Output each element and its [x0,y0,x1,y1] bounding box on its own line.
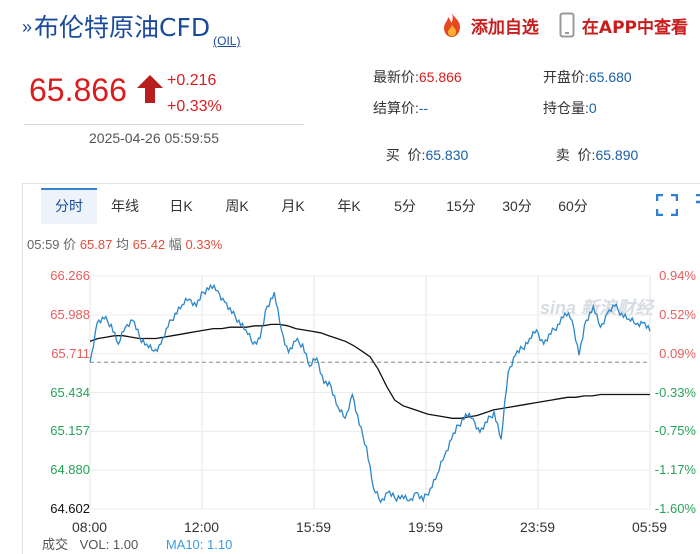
tab-year-line[interactable]: 年线 [111,198,139,214]
average-price-line [89,323,650,419]
quote-timestamp: 2025-04-26 05:59:55 [89,130,219,146]
latest-price-value: 65.866 [418,69,462,85]
crosshair-legend: 05:59 价 65.87 均 65.42 幅 0.33% [27,234,222,253]
volume-row: 成交 VOL: 1.00 MA10: 1.10 [42,534,232,553]
latest-price-label: 最新价: [373,69,419,85]
page-title: 布伦特原油CFD [34,13,211,42]
legend-time: 05:59 [27,237,60,252]
legend-price-label: 价 [63,237,77,252]
phone-icon [559,12,575,38]
tab-weekly-k[interactable]: 周K [225,198,249,214]
x-axis-tick-label: 19:59 [408,519,444,535]
y-axis-tick-label: 65.157 [50,423,90,439]
add-favorite-label: 添加自选 [470,17,539,38]
y-axis-tick-label: 66.266 [50,268,90,283]
latest-price-field: 最新价:65.866 [373,67,462,87]
tab-yearly-k[interactable]: 年K [337,198,361,214]
y-axis-tick-label: 64.602 [50,501,90,516]
y-axis-tick-label: 64.880 [50,462,90,478]
ask-price-field: 卖 价:65.890 [548,129,639,165]
x-axis-tick-label: 05:59 [632,519,668,535]
open-interest-label: 持仓量: [543,100,589,116]
price-change-percent: +0.33% [167,98,222,115]
x-axis-tick-label: 12:00 [184,519,220,535]
pct-axis-tick-label: 0.94% [659,268,696,283]
settings-edge-icon[interactable] [695,194,700,216]
tab-daily-k[interactable]: 日K [169,198,193,214]
open-price-field: 开盘价:65.680 [543,67,632,87]
open-interest-value: 0 [588,100,597,116]
x-axis-tick-label: 23:59 [520,519,556,535]
legend-amp-label: 幅 [168,237,182,252]
bid-price-label: 买 价: [385,147,426,163]
view-in-app-label: 在APP中查看 [581,17,688,38]
pct-axis-tick-label: 0.09% [659,345,696,361]
ask-price-label: 卖 价: [555,147,596,163]
y-axis-tick-label: 65.988 [50,306,90,322]
y-axis-tick-label: 65.434 [50,384,90,400]
fire-icon [443,13,460,37]
ma10-value: MA10: 1.10 [165,537,233,552]
x-axis-tick-label: 15:59 [296,519,332,535]
volume-label: 成交 [42,537,69,552]
tab-60min[interactable]: 60分 [558,198,588,214]
period-tabs: 分时 年线 日K 周K 月K 年K 5分 15分 30分 60分 [41,188,601,224]
legend-avg-value: 65.42 [132,237,166,252]
divider [24,124,304,125]
pct-axis-tick-label: -1.60% [654,501,696,516]
current-price: 65.866 [29,72,127,108]
chart-panel: 分时 年线 日K 周K 月K 年K 5分 15分 30分 60分 [22,183,700,554]
price-change: +0.216 [167,72,217,89]
open-interest-field: 持仓量:0 [543,98,597,118]
settle-price-field: 结算价:-- [373,98,428,118]
pct-axis-tick-label: -0.75% [654,423,696,439]
volume-value: VOL: 1.00 [79,537,139,552]
open-price-label: 开盘价: [543,69,589,85]
instrument-code: (OIL) [213,34,241,48]
pct-axis-tick-label: -1.17% [654,462,696,478]
tab-15min[interactable]: 15分 [446,198,476,214]
add-favorite-button[interactable]: 添加自选 [440,12,539,38]
header-actions: 添加自选 在APP中查看 [420,12,688,38]
bid-price-field: 买 价:65.830 [378,129,469,165]
tab-monthly-k[interactable]: 月K [281,198,305,214]
settle-price-value: -- [418,100,429,116]
legend-amp-value: 0.33% [185,237,223,252]
open-price-value: 65.680 [588,69,632,85]
price-line [89,283,651,504]
x-axis-tick-label: 08:00 [72,519,108,535]
tab-30min[interactable]: 30分 [502,198,532,214]
tab-5min[interactable]: 5分 [394,198,416,214]
y-axis-tick-label: 65.711 [51,345,90,361]
bid-price-value: 65.830 [425,147,469,163]
legend-avg-label: 均 [115,237,129,252]
fullscreen-icon[interactable] [656,194,678,216]
settle-price-label: 结算价: [373,100,419,116]
up-arrow-icon [137,75,163,103]
view-in-app-button[interactable]: 在APP中查看 [559,12,688,38]
legend-price-value: 65.87 [79,237,113,252]
intraday-chart[interactable] [0,258,700,520]
breadcrumb-arrow-icon: » [22,17,33,37]
pct-axis-tick-label: -0.33% [654,384,696,400]
tab-intraday[interactable]: 分时 [41,188,97,224]
ask-price-value: 65.890 [595,147,639,163]
pct-axis-tick-label: 0.52% [659,306,696,322]
page-header: » 布伦特原油CFD (OIL) [22,6,241,48]
